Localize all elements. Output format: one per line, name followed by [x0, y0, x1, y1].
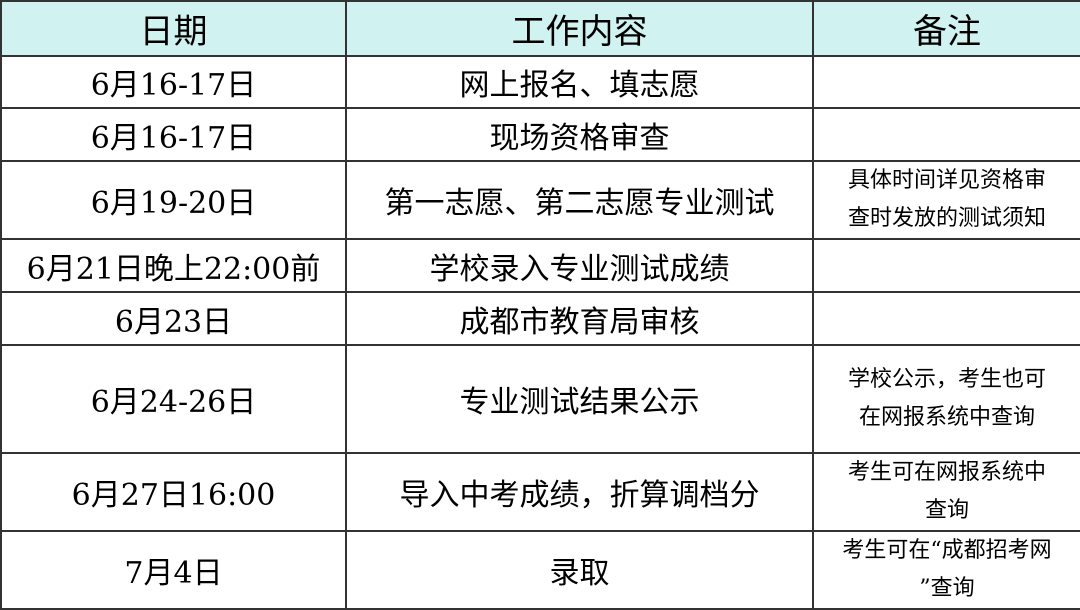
table-row: 6月19-20日 第一志愿、第二志愿专业测试 具体时间详见资格审 查时发放的测试须… [0, 160, 1080, 240]
header-date: 日期 [0, 0, 347, 57]
cell-content: 第一志愿、第二志愿专业测试 [345, 160, 814, 240]
header-note: 备注 [812, 0, 1080, 57]
table-row: 6月23日 成都市教育局审核 [0, 291, 1080, 346]
cell-date: 6月19-20日 [0, 160, 347, 240]
cell-note [812, 55, 1080, 109]
cell-content: 学校录入专业测试成绩 [345, 238, 814, 293]
cell-content: 导入中考成绩，折算调档分 [345, 452, 814, 532]
cell-date: 7月4日 [0, 530, 347, 610]
cell-date: 6月21日晚上22:00前 [0, 238, 347, 293]
cell-note: 具体时间详见资格审 查时发放的测试须知 [812, 160, 1080, 240]
cell-content: 成都市教育局审核 [345, 291, 814, 346]
cell-content: 网上报名、填志愿 [345, 55, 814, 109]
cell-date: 6月27日16:00 [0, 452, 347, 532]
table-row: 6月27日16:00 导入中考成绩，折算调档分 考生可在网报系统中 查询 [0, 452, 1080, 532]
cell-note [812, 238, 1080, 293]
cell-date: 6月24-26日 [0, 344, 347, 454]
table-row: 6月16-17日 现场资格审查 [0, 107, 1080, 162]
cell-note [812, 107, 1080, 162]
header-content: 工作内容 [345, 0, 814, 57]
cell-content: 专业测试结果公示 [345, 344, 814, 454]
cell-date: 6月23日 [0, 291, 347, 346]
cell-date: 6月16-17日 [0, 55, 347, 109]
cell-date: 6月16-17日 [0, 107, 347, 162]
cell-note: 考生可在“成都招考网 ”查询 [812, 530, 1080, 610]
cell-note: 考生可在网报系统中 查询 [812, 452, 1080, 532]
table-row: 6月24-26日 专业测试结果公示 学校公示，考生也可 在网报系统中查询 [0, 344, 1080, 454]
cell-note: 学校公示，考生也可 在网报系统中查询 [812, 344, 1080, 454]
table-row: 6月16-17日 网上报名、填志愿 [0, 55, 1080, 109]
cell-note [812, 291, 1080, 346]
header-row: 日期 工作内容 备注 [0, 0, 1080, 57]
cell-content: 录取 [345, 530, 814, 610]
cell-content: 现场资格审查 [345, 107, 814, 162]
table-row: 6月21日晚上22:00前 学校录入专业测试成绩 [0, 238, 1080, 293]
table-row: 7月4日 录取 考生可在“成都招考网 ”查询 [0, 530, 1080, 610]
